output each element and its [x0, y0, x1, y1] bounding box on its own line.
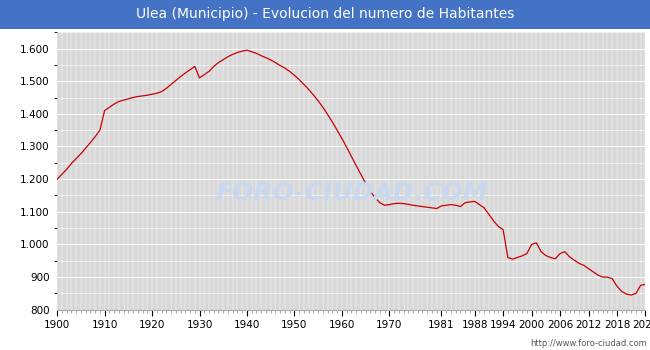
Text: http://www.foro-ciudad.com: http://www.foro-ciudad.com — [530, 339, 647, 348]
Text: Ulea (Municipio) - Evolucion del numero de Habitantes: Ulea (Municipio) - Evolucion del numero … — [136, 7, 514, 21]
Text: FORO-CIUDAD.COM: FORO-CIUDAD.COM — [215, 181, 488, 205]
